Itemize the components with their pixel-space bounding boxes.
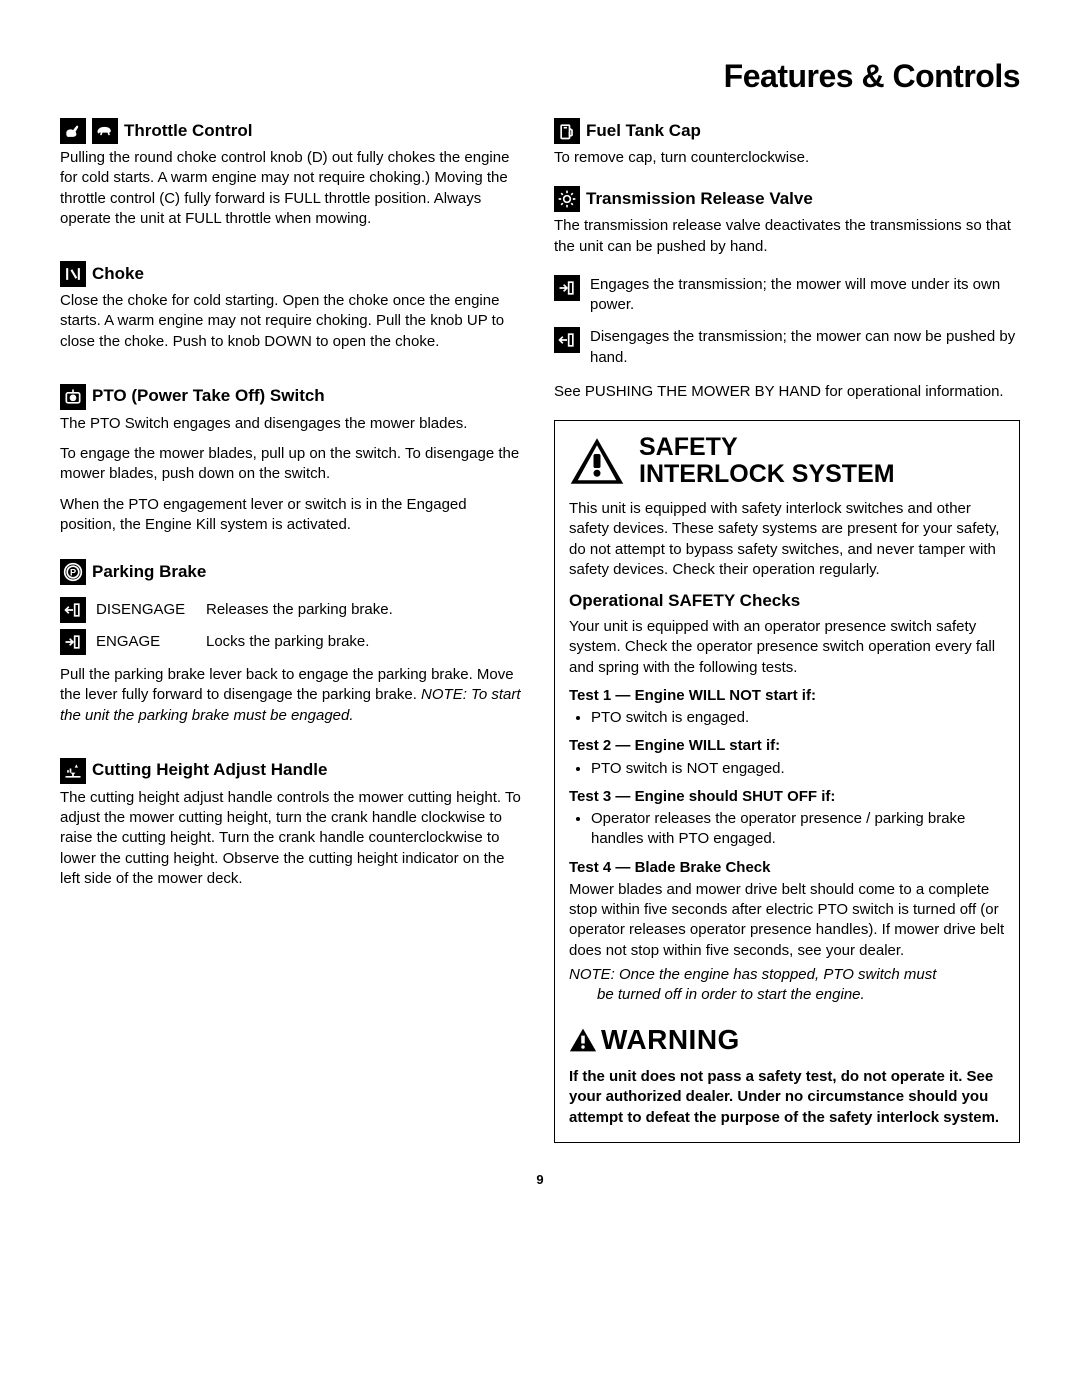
cutting-height-icon (60, 758, 86, 784)
parking-body: Pull the parking brake lever back to eng… (60, 665, 526, 726)
content-columns: Throttle Control Pulling the round choke… (60, 118, 1020, 1143)
pto-icon (60, 384, 86, 410)
test3-list: Operator releases the operator presence … (569, 809, 1005, 850)
choke-icon (60, 261, 86, 287)
trans-body: The transmission release valve deactivat… (554, 216, 1020, 257)
left-column: Throttle Control Pulling the round choke… (60, 118, 526, 1143)
throttle-title: Throttle Control (124, 120, 252, 143)
page-title: Features & Controls (60, 55, 1020, 98)
test3-label: Test 3 — Engine should SHUT OFF if: (569, 787, 1005, 807)
warning-title: WARNING (601, 1021, 740, 1059)
trans-disengage-row: Disengages the transmission; the mower c… (554, 327, 1020, 368)
right-column: Fuel Tank Cap To remove cap, turn counte… (554, 118, 1020, 1143)
pto-title: PTO (Power Take Off) Switch (92, 385, 325, 408)
pto-head: PTO (Power Take Off) Switch (60, 384, 526, 410)
engage-arrow-icon (60, 629, 86, 655)
checks-intro: Your unit is equipped with an operator p… (569, 617, 1005, 678)
test4-label: Test 4 — Blade Brake Check (569, 858, 1005, 878)
cutting-head: Cutting Height Adjust Handle (60, 758, 526, 784)
checks-title: Operational SAFETY Checks (569, 590, 1005, 613)
disengage-desc: Releases the parking brake. (206, 600, 393, 620)
fuel-body: To remove cap, turn counterclockwise. (554, 148, 1020, 168)
throttle-head: Throttle Control (60, 118, 526, 144)
trans-footer: See PUSHING THE MOWER BY HAND for operat… (554, 382, 1020, 402)
interlock-title: SAFETY INTERLOCK SYSTEM (639, 434, 895, 489)
disengage-label: DISENGAGE (96, 600, 196, 620)
parking-icon: P (60, 559, 86, 585)
warning-body: If the unit does not pass a safety test,… (569, 1067, 1005, 1128)
interlock-head: SAFETY INTERLOCK SYSTEM (569, 433, 1005, 489)
choke-title: Choke (92, 263, 144, 286)
trans-disengage-icon (554, 327, 580, 353)
trans-engage-row: Engages the transmission; the mower will… (554, 275, 1020, 316)
rabbit-icon (60, 118, 86, 144)
warning-head: WARNING (569, 1021, 1005, 1059)
test4-body: Mower blades and mower drive belt should… (569, 880, 1005, 961)
warning-triangle-icon (569, 433, 625, 489)
test2-label: Test 2 — Engine WILL start if: (569, 736, 1005, 756)
test1-list: PTO switch is engaged. (569, 708, 1005, 728)
page-number: 9 (60, 1171, 1020, 1189)
fuel-icon (554, 118, 580, 144)
safety-interlock-box: SAFETY INTERLOCK SYSTEM This unit is equ… (554, 420, 1020, 1143)
choke-head: Choke (60, 261, 526, 287)
trans-head: Transmission Release Valve (554, 186, 1020, 212)
engage-desc: Locks the parking brake. (206, 632, 369, 652)
parking-disengage-row: DISENGAGE Releases the parking brake. (60, 597, 526, 623)
interlock-intro: This unit is equipped with safety interl… (569, 499, 1005, 580)
parking-engage-row: ENGAGE Locks the parking brake. (60, 629, 526, 655)
throttle-body: Pulling the round choke control knob (D)… (60, 148, 526, 229)
interlock-note: NOTE: Once the engine has stopped, PTO s… (569, 965, 1005, 1006)
trans-title: Transmission Release Valve (586, 188, 813, 211)
svg-text:P: P (70, 568, 76, 578)
trans-engage-desc: Engages the transmission; the mower will… (590, 275, 1020, 316)
cutting-body: The cutting height adjust handle control… (60, 788, 526, 889)
trans-engage-icon (554, 275, 580, 301)
cutting-title: Cutting Height Adjust Handle (92, 759, 327, 782)
parking-head: P Parking Brake (60, 559, 526, 585)
fuel-title: Fuel Tank Cap (586, 120, 701, 143)
fuel-head: Fuel Tank Cap (554, 118, 1020, 144)
trans-disengage-desc: Disengages the transmission; the mower c… (590, 327, 1020, 368)
gear-icon (554, 186, 580, 212)
engage-label: ENGAGE (96, 632, 196, 652)
turtle-icon (92, 118, 118, 144)
test2-list: PTO switch is NOT engaged. (569, 759, 1005, 779)
pto-body: The PTO Switch engages and disengages th… (60, 414, 526, 535)
small-warning-icon (569, 1026, 597, 1054)
test1-label: Test 1 — Engine WILL NOT start if: (569, 686, 1005, 706)
choke-body: Close the choke for cold starting. Open … (60, 291, 526, 352)
parking-title: Parking Brake (92, 561, 206, 584)
disengage-arrow-icon (60, 597, 86, 623)
